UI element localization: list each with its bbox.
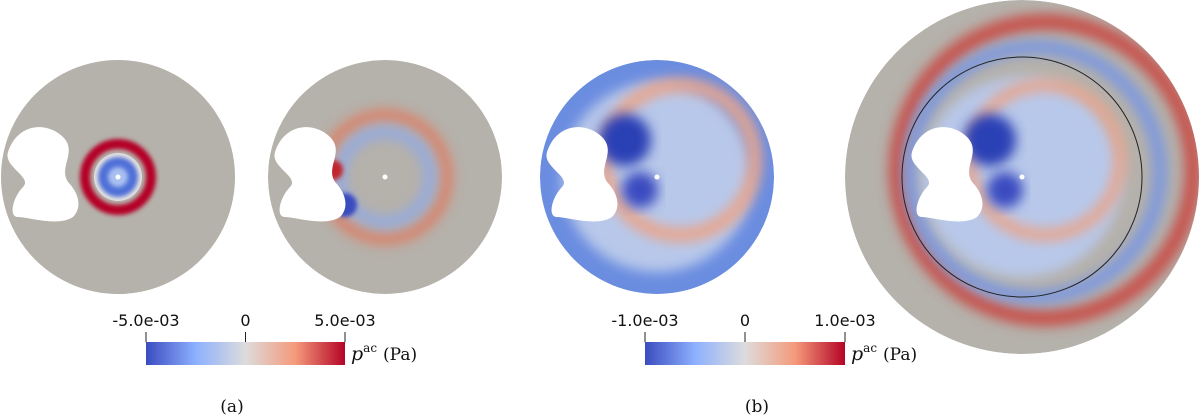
colorbar-tick-label: 0 <box>240 311 250 330</box>
colorbar-tick-label: 0 <box>740 311 750 330</box>
field-snapshot <box>268 60 502 294</box>
field-snapshot <box>1 60 235 294</box>
caption: (b) <box>745 397 769 417</box>
colorbar-label: pac (Pa) <box>351 341 417 365</box>
superscript: ac <box>363 341 377 355</box>
caption: (a) <box>220 397 243 417</box>
field-snapshot <box>845 0 1199 354</box>
symbol: p <box>851 343 863 365</box>
colorbar <box>645 342 845 365</box>
colorbar-tick-label: -1.0e-03 <box>611 311 678 330</box>
unit: (Pa) <box>383 345 417 365</box>
superscript: ac <box>863 341 877 355</box>
colorbar-tick-label: -5.0e-03 <box>112 311 179 330</box>
unit: (Pa) <box>883 345 917 365</box>
field-snapshot <box>540 60 774 294</box>
colorbar <box>146 342 345 365</box>
colorbar-tick-label: 5.0e-03 <box>314 311 375 330</box>
colorbar-tick-label: 1.0e-03 <box>814 311 875 330</box>
symbol: p <box>351 343 363 365</box>
colorbar-label: pac (Pa) <box>851 341 917 365</box>
